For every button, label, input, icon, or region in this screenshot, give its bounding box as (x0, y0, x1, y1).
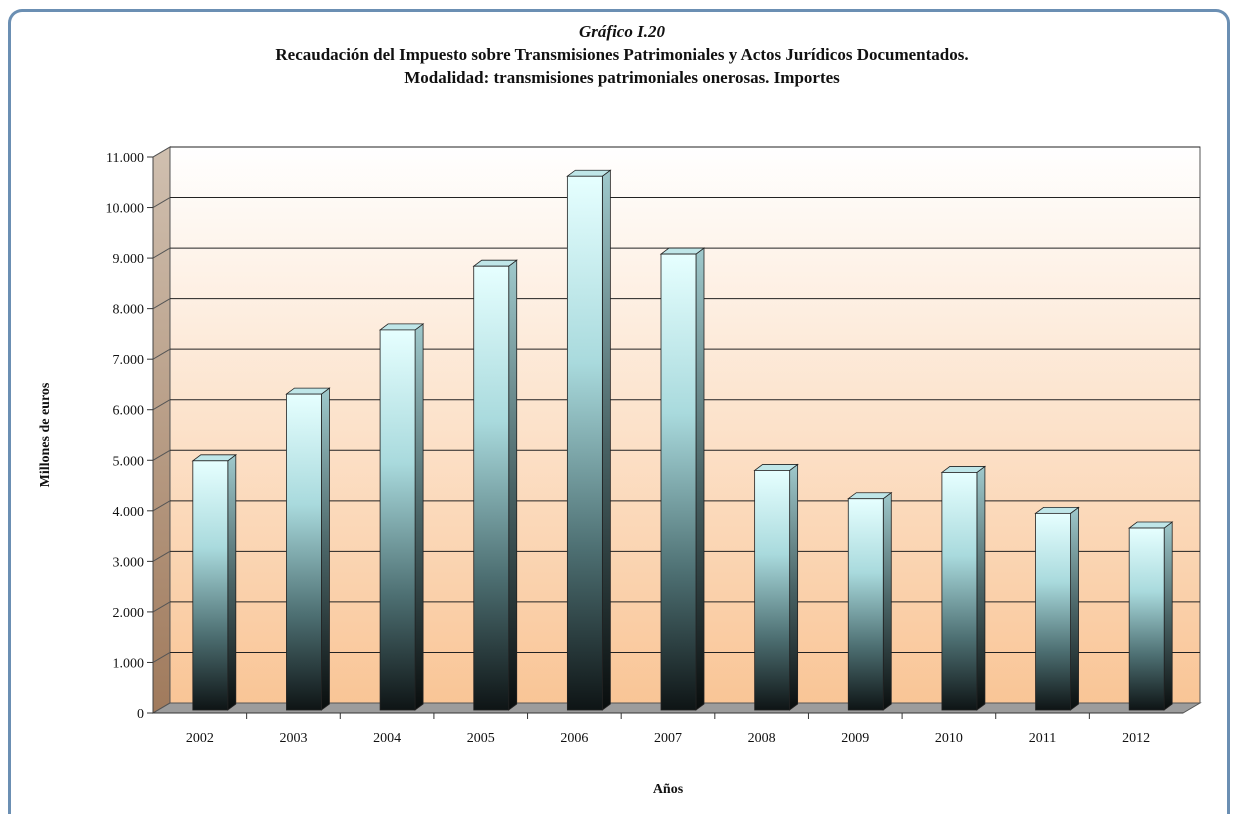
gridline-side (152, 146, 171, 158)
bar-front (1035, 512, 1071, 711)
x-tick-label: 2007 (654, 731, 682, 746)
bar-front (566, 175, 603, 711)
bar (659, 247, 706, 711)
bar-top (1034, 506, 1080, 514)
y-tick-label: 11.000 (106, 151, 144, 166)
bar-top (285, 387, 331, 395)
bar-top (191, 454, 238, 462)
chart-title: Gráfico I.20 (579, 22, 665, 41)
y-tick-label: 5.000 (113, 454, 145, 469)
bar-side (1163, 521, 1173, 711)
gridline-side (152, 298, 171, 310)
bars-group (191, 169, 1174, 711)
bar-top (378, 323, 425, 331)
chart-subtitle-line-1: Recaudación del Impuesto sobre Transmisi… (275, 45, 969, 64)
bar-top (847, 492, 893, 500)
gridline-side (152, 348, 171, 360)
y-axis-ticks: 0 1.000 2.000 3.000 4.000 5.000 6.000 7.000 8.00… (106, 151, 153, 722)
bar-side (508, 259, 518, 711)
x-tick-label: 2011 (1029, 731, 1056, 746)
bar-side (1070, 506, 1079, 711)
x-tick-label: 2005 (467, 731, 495, 746)
bar (285, 387, 331, 711)
bar-side (601, 169, 611, 711)
bar (1034, 506, 1080, 711)
gridline-side (152, 197, 171, 208)
gridline-side (152, 702, 171, 714)
bar-side (976, 465, 986, 711)
x-tick-label: 2006 (560, 731, 588, 746)
bar-front (473, 265, 510, 711)
gridline-side (152, 601, 171, 613)
y-tick-label: 6.000 (113, 404, 145, 419)
bar-front (286, 393, 322, 711)
y-tick-label: 1.000 (113, 656, 145, 671)
side-wall (152, 146, 171, 714)
y-tick-label: 7.000 (113, 353, 145, 368)
y-tick-label: 0 (137, 707, 144, 722)
chart-subtitle-line-2: Modalidad: transmisiones patrimoniales o… (404, 68, 840, 87)
y-tick-label: 4.000 (113, 505, 145, 520)
bar-front (660, 253, 697, 711)
bar-front (847, 498, 884, 711)
bar (378, 323, 425, 711)
y-tick-label: 8.000 (113, 303, 145, 318)
x-tick-label: 2008 (748, 731, 776, 746)
bar-side (789, 463, 799, 711)
chart-title-block: Gráfico I.20 Recaudación del Impuesto so… (11, 20, 1233, 89)
x-axis-ticks: 2002 2003 2004 2005 2006 2007 2008 2009 2010 2011… (153, 712, 1183, 746)
bar-top (566, 169, 612, 177)
bar-top (472, 259, 518, 267)
x-tick-label: 2009 (841, 731, 869, 746)
y-tick-label: 2.000 (113, 606, 145, 621)
bar (753, 463, 799, 711)
x-tick-label: 2002 (186, 731, 214, 746)
bar-front (379, 329, 416, 711)
bar (191, 454, 238, 711)
bar (940, 465, 987, 711)
gridline-side (152, 550, 171, 562)
bar-side (227, 454, 237, 711)
bar-front (941, 472, 978, 711)
gridline-side (152, 247, 171, 259)
bar-front (1128, 527, 1165, 711)
bar-front (192, 460, 229, 711)
bar-top (940, 466, 987, 473)
bar-side (414, 323, 424, 711)
bar-front (754, 470, 791, 711)
x-tick-label: 2010 (935, 731, 963, 746)
bar (472, 259, 518, 711)
bar-top (1127, 521, 1174, 529)
gridline-side (152, 399, 171, 411)
x-tick-label: 2012 (1122, 731, 1150, 746)
bar-side (695, 247, 705, 711)
bar-side (882, 491, 892, 711)
bar-top (659, 247, 706, 255)
bar-side (321, 387, 330, 711)
y-tick-label: 10.000 (106, 202, 145, 217)
bar (566, 169, 612, 711)
y-tick-label: 9.000 (113, 252, 145, 267)
x-tick-label: 2004 (373, 731, 401, 746)
y-tick-label: 3.000 (113, 555, 145, 570)
gridline-side (152, 449, 171, 461)
bar-top (753, 464, 799, 471)
gridline-side (152, 652, 171, 663)
bar (847, 491, 893, 711)
x-axis-label: Años (653, 782, 684, 797)
x-tick-label: 2003 (279, 731, 307, 746)
gridline-side (152, 500, 171, 512)
y-axis-label: Millones de euros (38, 382, 53, 487)
bar (1127, 521, 1174, 711)
